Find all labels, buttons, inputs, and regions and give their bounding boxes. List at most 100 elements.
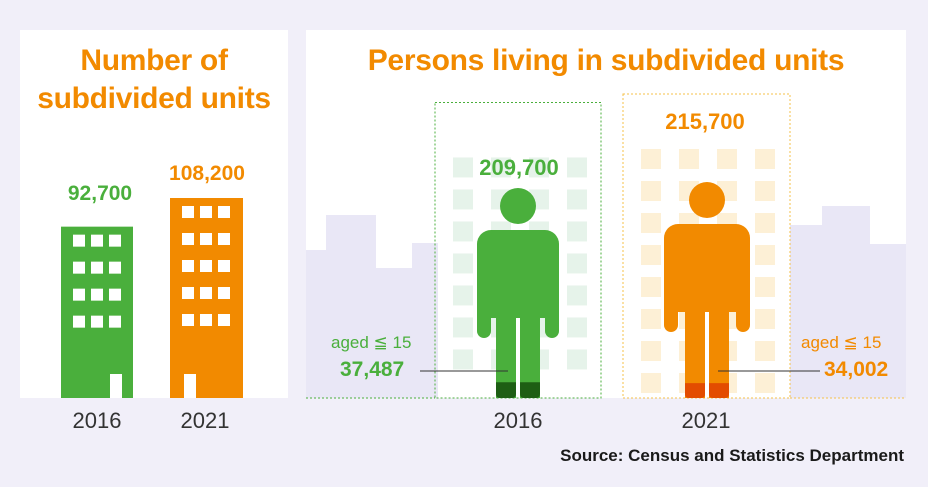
building-window (200, 287, 212, 299)
person-leg (520, 310, 540, 398)
frame-window (755, 341, 775, 361)
frame-window (453, 253, 473, 274)
frame-window (755, 213, 775, 233)
frame-window (567, 221, 587, 242)
building-window (218, 206, 230, 218)
person-leg (709, 304, 729, 398)
aged-portion (496, 382, 516, 398)
skyline-building (790, 225, 822, 398)
building-window (218, 314, 230, 326)
persons-2016-year: 2016 (493, 408, 543, 433)
building-window (182, 260, 194, 272)
person-head-2016 (500, 188, 536, 224)
skyline-building (822, 206, 870, 398)
person-frame-2021 (622, 93, 791, 399)
building-window (109, 261, 121, 274)
units-buildings (61, 198, 243, 398)
frame-window (453, 157, 473, 178)
units-2016-value: 92,700 (67, 182, 133, 205)
person-arm (477, 250, 491, 338)
frame-window (529, 157, 549, 178)
frame-window (567, 157, 587, 178)
frame-window (641, 309, 661, 329)
person-arm (545, 250, 559, 338)
person-arm (664, 244, 678, 332)
person-torso (664, 224, 750, 312)
aged-portion (520, 382, 540, 398)
frame-window (567, 317, 587, 338)
persons-2021-value: 215,700 (665, 109, 745, 134)
aged-connectors (306, 370, 906, 399)
frame-window (453, 317, 473, 338)
building-window (218, 233, 230, 245)
frame-window (641, 341, 661, 361)
building-window (182, 206, 194, 218)
frame-window (567, 253, 587, 274)
persons-figures (434, 93, 791, 399)
persons-chart-title: Persons living in subdivided units (367, 44, 845, 77)
frame-window (641, 245, 661, 265)
persons-2021-year: 2021 (681, 408, 731, 433)
frame-window (453, 221, 473, 242)
building-window (218, 287, 230, 299)
frame-window (567, 189, 587, 210)
frame-window (641, 181, 661, 201)
building-window (91, 261, 103, 274)
skyline-background (306, 206, 906, 398)
frame-window (567, 349, 587, 370)
building-window (200, 314, 212, 326)
skyline-building (412, 243, 438, 398)
building-window (73, 288, 85, 301)
source-note: Source: Census and Statistics Department (560, 446, 904, 465)
building-window (182, 233, 194, 245)
frame-window (679, 149, 699, 169)
aged-2016-value: 37,487 (340, 358, 405, 381)
frame-window (453, 349, 473, 370)
aged-portion (685, 383, 705, 398)
units-chart-title: Number of subdivided units (37, 44, 271, 115)
frame-window (755, 149, 775, 169)
person-frame-2016 (434, 101, 602, 399)
building-window (91, 234, 103, 247)
frame-window (641, 373, 661, 393)
frame-window (755, 373, 775, 393)
skyline-building (870, 244, 906, 398)
frame-window (453, 189, 473, 210)
building-window (109, 234, 121, 247)
building-window (73, 315, 85, 328)
person-leg (685, 304, 705, 398)
building-window (91, 315, 103, 328)
building-window (91, 288, 103, 301)
aged-portion (709, 383, 729, 398)
building-window (200, 233, 212, 245)
frame-window (491, 157, 511, 178)
frame-window (641, 149, 661, 169)
person-arm (736, 244, 750, 332)
building-window (200, 260, 212, 272)
frame-window (641, 213, 661, 233)
person-head-2021 (689, 182, 725, 218)
persons-2016-value: 209,700 (479, 155, 559, 180)
skyline-building (326, 215, 376, 398)
frame-window (641, 277, 661, 297)
building-window (73, 234, 85, 247)
person-torso (477, 230, 559, 318)
building-window (182, 314, 194, 326)
units-2021-year: 2021 (180, 408, 230, 433)
aged-2016-label: aged ≦ 15 (331, 333, 412, 352)
skyline-building (376, 268, 412, 398)
building-window (73, 261, 85, 274)
building-window (182, 287, 194, 299)
skyline-building (306, 250, 326, 398)
building-door (184, 374, 196, 398)
frame-window (755, 277, 775, 297)
frame-window (453, 285, 473, 306)
building-door (110, 374, 122, 398)
person-leg (496, 310, 516, 398)
frame-window (755, 181, 775, 201)
frame-window (755, 309, 775, 329)
frame-window (717, 149, 737, 169)
building-window (200, 206, 212, 218)
building-bar-2016 (61, 226, 133, 398)
